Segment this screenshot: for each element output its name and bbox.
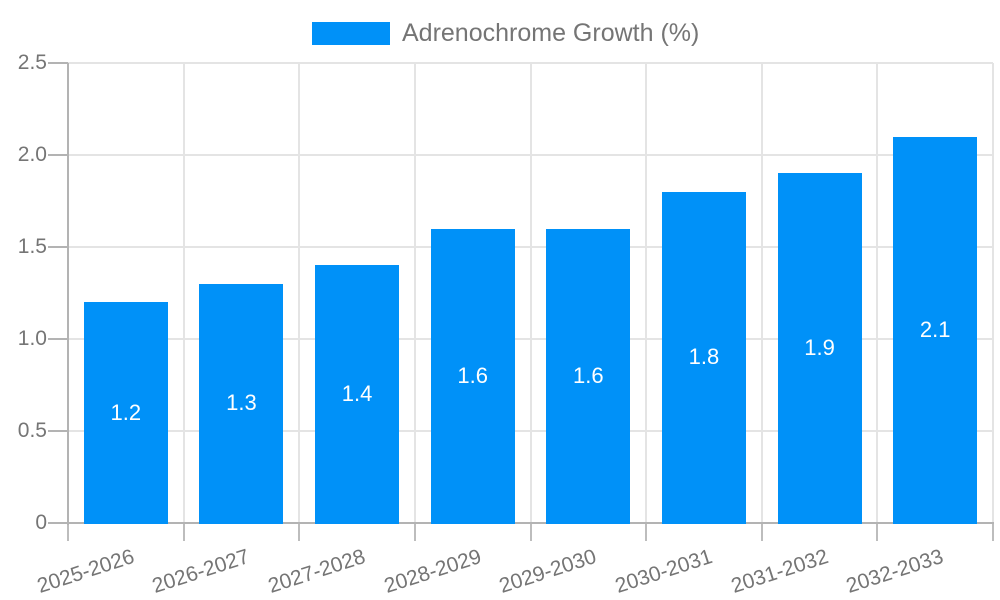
bar bbox=[893, 136, 978, 524]
bar bbox=[661, 191, 746, 524]
bar bbox=[199, 283, 284, 524]
y-axis-tick-label: 1.5 bbox=[17, 235, 47, 258]
gridline-vertical bbox=[298, 63, 301, 523]
bar-value-label: 1.6 bbox=[573, 362, 604, 388]
legend-swatch bbox=[312, 21, 390, 45]
bar bbox=[546, 228, 631, 524]
bar-value-label: 2.1 bbox=[919, 316, 951, 342]
gridline-vertical bbox=[645, 63, 648, 523]
legend-label: Adrenochrome Growth (%) bbox=[402, 18, 700, 47]
x-axis-tick bbox=[992, 523, 994, 541]
y-axis-tick-label: 1.0 bbox=[17, 327, 47, 350]
bar-value-label: 1.6 bbox=[457, 362, 488, 388]
x-axis-tick bbox=[876, 523, 879, 541]
bar bbox=[777, 173, 862, 524]
bar bbox=[430, 228, 515, 524]
x-axis-tick bbox=[67, 523, 69, 541]
x-axis-tick bbox=[529, 523, 532, 541]
y-axis-tick bbox=[48, 338, 68, 340]
y-axis-tick bbox=[48, 154, 68, 156]
gridline-vertical bbox=[876, 63, 879, 523]
gridline-vertical bbox=[992, 63, 994, 523]
bar-value-label: 1.9 bbox=[804, 335, 835, 361]
x-axis-line bbox=[67, 522, 994, 524]
chart-legend: Adrenochrome Growth (%) bbox=[312, 17, 699, 49]
bar-value-label: 1.2 bbox=[110, 399, 142, 425]
bar bbox=[83, 302, 168, 524]
x-axis-tick bbox=[298, 523, 301, 541]
x-axis-tick bbox=[182, 523, 185, 541]
x-axis-tick bbox=[645, 523, 648, 541]
x-axis-tick bbox=[413, 523, 416, 541]
bar-value-label: 1.8 bbox=[688, 344, 720, 370]
bar-value-label: 1.4 bbox=[341, 381, 373, 407]
y-axis-tick-label: 2.5 bbox=[17, 51, 47, 74]
y-axis-tick bbox=[48, 522, 68, 524]
y-axis-tick bbox=[48, 430, 68, 432]
y-axis-tick-label: 0 bbox=[35, 511, 47, 534]
y-axis-tick-label: 2.0 bbox=[17, 143, 47, 166]
y-axis-line bbox=[67, 63, 69, 525]
y-axis-tick-label: 0.5 bbox=[17, 419, 47, 442]
y-axis-tick bbox=[48, 62, 68, 64]
x-axis-tick bbox=[760, 523, 763, 541]
gridline-vertical bbox=[413, 63, 416, 523]
gridline-vertical bbox=[760, 63, 763, 523]
y-axis-tick bbox=[48, 246, 68, 248]
bar bbox=[315, 265, 400, 524]
gridline-vertical bbox=[182, 63, 185, 523]
gridline-vertical bbox=[529, 63, 532, 523]
bar-value-label: 1.3 bbox=[226, 390, 257, 416]
